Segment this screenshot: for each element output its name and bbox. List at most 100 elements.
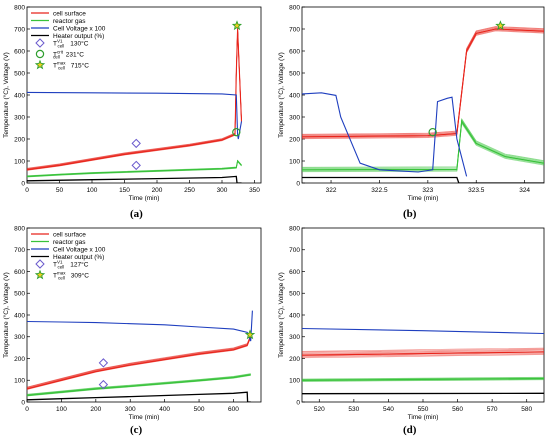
- y-tick-label: 100: [289, 158, 300, 165]
- y-tick-label: 100: [14, 378, 25, 385]
- panel-b: 322 322.5 323 323.5 324 0 100 200 300 400 500 600 70…: [277, 4, 545, 202]
- series-line-cell-voltage-x-100: [27, 91, 243, 140]
- x-tick-label: 560: [452, 406, 463, 413]
- series-line-cell-voltage-x-100: [302, 327, 544, 335]
- x-tick-label: 550: [418, 406, 429, 413]
- y-axis-label: Temperature (°C), Voltage (V): [277, 272, 285, 358]
- series-line-reactor-gas-trace: [302, 379, 544, 382]
- series-line-reactor-gas: [302, 377, 544, 381]
- panel-d: 520 530 540 550 560 570 580 0 100 200 300 400 500 600…: [277, 225, 545, 421]
- series-line-heater-output-: [302, 176, 544, 183]
- x-tick-label: 100: [87, 187, 98, 194]
- y-tick-label: 700: [289, 26, 300, 33]
- x-tick-label: 150: [119, 187, 130, 194]
- y-tick-label: 500: [14, 70, 25, 77]
- series-line-cell-surface-trace: [302, 348, 544, 353]
- series-line-heater-output-: [27, 391, 251, 402]
- y-tick-label: 400: [289, 312, 300, 319]
- series-line-cell-surface: [302, 351, 544, 356]
- x-tick-label: 324: [519, 187, 530, 194]
- legend-symbol-diamond: [35, 259, 45, 269]
- x-tick-label: 200: [152, 187, 163, 194]
- y-tick-label: 800: [14, 225, 25, 232]
- x-tick-label: 0: [25, 187, 29, 194]
- series-line-cell-surface-trace: [302, 354, 544, 359]
- x-tick-label: 200: [90, 406, 101, 413]
- series-line-reactor-gas-trace: [302, 379, 544, 382]
- x-tick-label: 322: [326, 187, 337, 194]
- x-tick-label: 300: [217, 187, 228, 194]
- y-tick-label: 0: [296, 180, 300, 187]
- y-tick-label: 600: [14, 48, 25, 55]
- y-tick-label: 200: [289, 356, 300, 363]
- marker-star: [244, 329, 256, 340]
- series-line-reactor-gas-trace: [302, 121, 544, 172]
- y-tick-label: 100: [289, 378, 300, 385]
- x-tick-label: 400: [159, 406, 170, 413]
- x-tick-label: 350: [249, 187, 260, 194]
- x-axis-label: Time (min): [408, 414, 439, 421]
- marker-diamond: [98, 379, 109, 390]
- series-line-reactor-gas-trace: [302, 377, 544, 380]
- series-line-reactor-gas-trace: [27, 373, 251, 395]
- legend-entry-label: cell surface: [53, 10, 86, 17]
- series-line-cell-surface-trace: [302, 349, 544, 354]
- marker-diamond: [131, 138, 141, 149]
- legend-entry-label: Tcrit cell 231°C: [53, 49, 84, 59]
- y-tick-label: 300: [14, 114, 25, 121]
- marker-diamond: [131, 160, 141, 171]
- y-tick-label: 500: [14, 291, 25, 298]
- x-tick-label: 250: [184, 187, 195, 194]
- plot-frame-c: [26, 227, 262, 403]
- y-tick-label: 200: [14, 136, 25, 143]
- x-tick-label: 323: [422, 187, 433, 194]
- caption-d: (d): [403, 424, 417, 436]
- x-tick-label: 520: [314, 406, 325, 413]
- marker-star: [231, 20, 243, 31]
- y-tick-label: 0: [296, 399, 300, 406]
- x-tick-label: 323.5: [468, 187, 485, 194]
- y-tick-label: 700: [289, 247, 300, 254]
- legend-entry-label: reactor gas: [53, 18, 86, 25]
- legend-entry-label: Cell Voltage x 100: [53, 25, 106, 32]
- legend-entry-label: Heater output (%): [53, 33, 104, 40]
- panel-c: 0 100 200 300 400 500 600 0 100 200 300 400 500 600 70…: [2, 225, 262, 421]
- series-line-cell-surface-trace: [302, 347, 544, 352]
- series-line-reactor-gas-trace: [302, 122, 544, 173]
- panel-a: 0 50 100 150 200 250 300 350 0 100 200 300 400 500 600…: [2, 4, 262, 202]
- y-tick-label: 0: [21, 399, 25, 406]
- series-line-cell-surface: [302, 28, 544, 138]
- legend-entry-label: Tmax cell 309°C: [53, 270, 89, 280]
- y-tick-label: 600: [289, 48, 300, 55]
- x-tick-label: 570: [487, 406, 498, 413]
- y-tick-label: 500: [289, 70, 300, 77]
- x-axis-label: Time (min): [129, 195, 160, 202]
- caption-c: (c): [130, 424, 143, 436]
- series-line-reactor-gas: [302, 119, 544, 171]
- y-tick-label: 400: [14, 312, 25, 319]
- plot-frame-d: [301, 227, 545, 403]
- y-tick-label: 800: [289, 4, 300, 11]
- series-line-cell-surface-trace: [302, 351, 544, 355]
- x-tick-label: 322.5: [371, 187, 388, 194]
- marker-diamond: [98, 358, 109, 368]
- series-line-cell-voltage-x-100: [302, 92, 468, 177]
- y-tick-label: 0: [21, 180, 25, 187]
- y-tick-label: 200: [14, 356, 25, 363]
- x-tick-label: 540: [383, 406, 394, 413]
- legend-symbol-star: [34, 269, 46, 280]
- marker-star: [495, 20, 506, 31]
- series-line-cell-surface-trace: [302, 350, 544, 355]
- y-axis-label: Temperature (°C), Voltage (V): [2, 52, 10, 138]
- series-line-cell-surface-trace: [302, 26, 544, 135]
- y-tick-label: 100: [14, 158, 25, 165]
- caption-b: (b): [403, 208, 417, 220]
- y-axis-label: Temperature (°C), Voltage (V): [277, 52, 285, 138]
- legend-symbol-diamond: [35, 38, 45, 48]
- y-tick-label: 300: [14, 334, 25, 341]
- plot-frame-a: [26, 6, 262, 184]
- marker-circle: [232, 127, 241, 137]
- marker-circle: [428, 127, 437, 137]
